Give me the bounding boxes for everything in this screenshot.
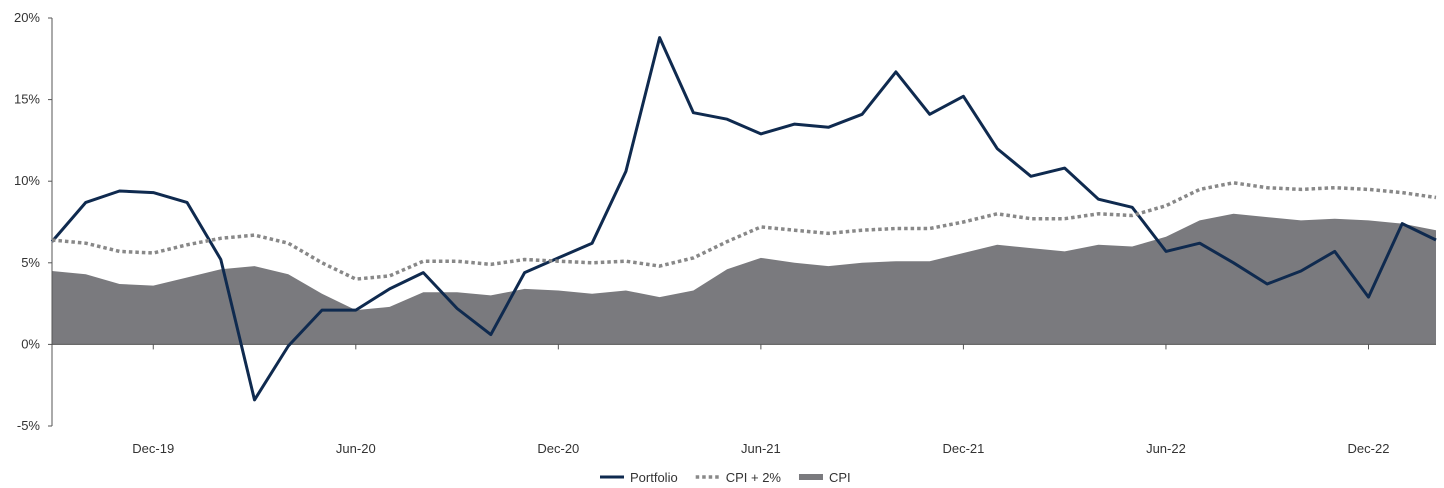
x-tick-label: Jun-20 [336,441,376,456]
x-tick-label: Dec-19 [132,441,174,456]
x-tick-label: Dec-20 [537,441,579,456]
x-tick-label: Jun-21 [741,441,781,456]
y-tick-label: 5% [21,255,40,270]
y-tick-label: 15% [14,92,40,107]
series-line-portfolio [50,36,1437,402]
x-tick-label: Dec-22 [1348,441,1390,456]
cpi-area-layer [52,213,1436,345]
y-tick-label: 10% [14,173,40,188]
y-tick-label: 20% [14,10,40,25]
legend-label: Portfolio [630,470,678,485]
x-tick-label: Jun-22 [1146,441,1186,456]
legend: Portfolio CPI + 2% CPI [600,470,851,485]
series-lines [50,36,1437,402]
y-tick-label: -5% [17,418,41,433]
y-tick-label: 0% [21,336,40,351]
x-tick-label: Dec-21 [942,441,984,456]
series-line-cpi-plus-2 [51,181,1437,281]
axes: -5% 0% 5% 10% 15% 20% Dec-19 Jun-20 Dec-20 Jun-21… [14,10,1436,456]
legend-label: CPI [829,470,851,485]
series-area-cpi [52,213,1436,345]
legend-label: CPI + 2% [726,470,782,485]
